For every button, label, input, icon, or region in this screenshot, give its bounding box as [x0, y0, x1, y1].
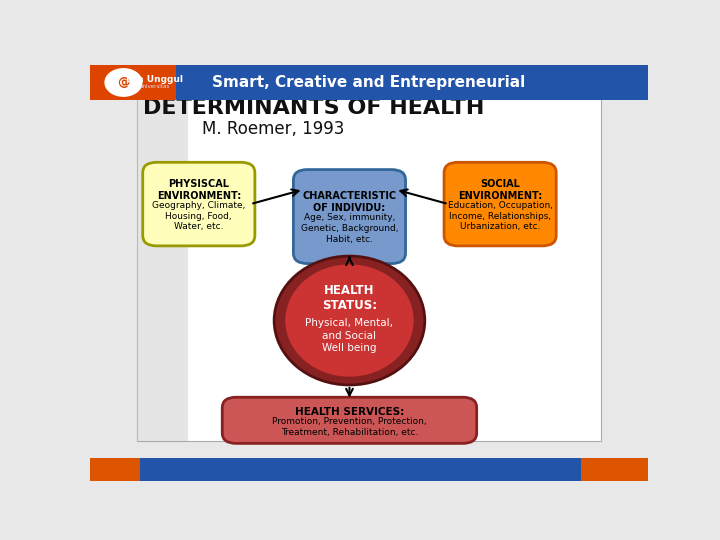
FancyBboxPatch shape: [581, 458, 648, 481]
Text: HEALTH
STATUS:: HEALTH STATUS:: [322, 284, 377, 312]
Text: Geography, Climate,
Housing, Food,
Water, etc.: Geography, Climate, Housing, Food, Water…: [152, 201, 246, 231]
Text: PHYSISCAL
ENVIRONMENT:: PHYSISCAL ENVIRONMENT:: [157, 179, 241, 201]
Text: Promotion, Prevention, Protection,
Treatment, Rehabilitation, etc.: Promotion, Prevention, Protection, Treat…: [272, 417, 427, 437]
FancyBboxPatch shape: [222, 397, 477, 443]
Ellipse shape: [285, 265, 414, 377]
Text: Age, Sex, immunity,
Genetic, Background,
Habit, etc.: Age, Sex, immunity, Genetic, Background,…: [301, 213, 398, 244]
FancyBboxPatch shape: [90, 458, 140, 481]
Text: DETERMINANTS OF HEALTH: DETERMINANTS OF HEALTH: [143, 98, 484, 118]
Text: universitas: universitas: [139, 84, 169, 89]
Text: Esa Unggul: Esa Unggul: [126, 75, 183, 84]
FancyBboxPatch shape: [90, 65, 648, 100]
Text: SOCIAL
ENVIRONMENT:: SOCIAL ENVIRONMENT:: [458, 179, 542, 201]
Text: HEALTH SERVICES:: HEALTH SERVICES:: [295, 407, 404, 417]
FancyBboxPatch shape: [138, 90, 188, 441]
Ellipse shape: [274, 256, 425, 385]
Circle shape: [105, 69, 142, 96]
Text: Education, Occupation,
Income, Relationships,
Urbanization, etc.: Education, Occupation, Income, Relations…: [448, 201, 553, 231]
FancyBboxPatch shape: [90, 65, 176, 100]
FancyBboxPatch shape: [90, 458, 648, 481]
Text: M. Roemer, 1993: M. Roemer, 1993: [202, 120, 344, 138]
FancyBboxPatch shape: [444, 163, 557, 246]
FancyBboxPatch shape: [138, 90, 600, 441]
FancyBboxPatch shape: [143, 163, 255, 246]
Text: Physical, Mental,
and Social
Well being: Physical, Mental, and Social Well being: [305, 319, 393, 353]
FancyBboxPatch shape: [293, 170, 405, 264]
Text: CHARACTERISTIC
OF INDIVIDU:: CHARACTERISTIC OF INDIVIDU:: [302, 191, 397, 213]
Text: Smart, Creative and Entrepreneurial: Smart, Creative and Entrepreneurial: [212, 75, 526, 90]
Text: @: @: [117, 76, 130, 89]
